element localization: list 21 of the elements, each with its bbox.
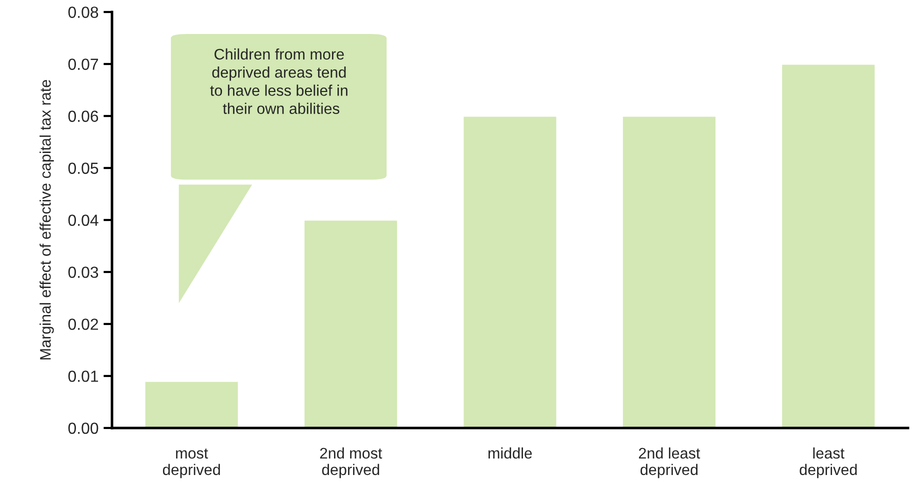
y-tick-label: 0.07 <box>68 58 98 70</box>
y-tick-label: 0.04 <box>68 214 98 226</box>
bar <box>622 115 717 428</box>
y-tick-label: 0.06 <box>68 110 98 122</box>
bar <box>462 115 558 428</box>
x-tick-label: 2nd most deprived <box>320 447 382 478</box>
y-tick-label: 0.08 <box>68 6 98 18</box>
x-tick-label: most deprived <box>162 448 220 478</box>
x-tick-label: least deprived <box>800 447 857 478</box>
x-tick-label: 2nd least deprived <box>638 447 700 478</box>
y-tick-label: 0.03 <box>68 266 98 278</box>
annotation: Children from more deprived areas tend to have less belief in their own abilities <box>210 48 348 114</box>
bar <box>144 380 240 428</box>
y-tick-label: 0.00 <box>68 422 98 434</box>
x-tick-label: middle <box>488 447 532 459</box>
bar <box>780 63 876 428</box>
y-tick-label: 0.02 <box>68 318 98 330</box>
y-tick-label: 0.01 <box>68 370 98 382</box>
bar <box>303 219 398 428</box>
y-axis-title: Marginal effect of effective capital tax rate <box>40 80 54 360</box>
y-tick-label: 0.05 <box>68 162 98 174</box>
